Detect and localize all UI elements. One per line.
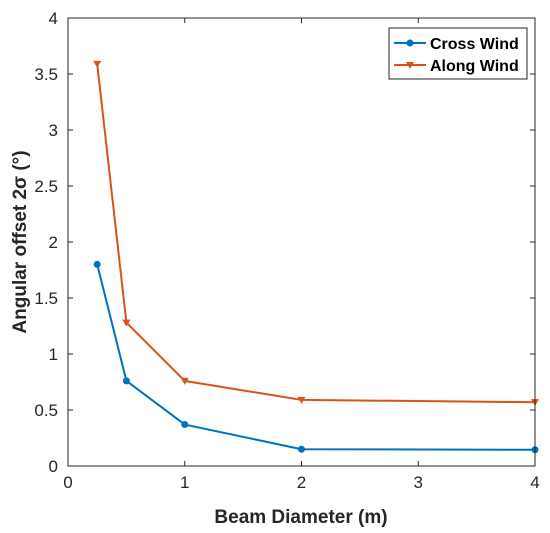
x-tick-label: 2 bbox=[297, 473, 306, 492]
y-tick-label: 2.5 bbox=[34, 177, 58, 196]
legend-box bbox=[388, 27, 528, 80]
data-point-cross-wind bbox=[181, 421, 189, 429]
data-point-cross-wind bbox=[122, 377, 130, 385]
x-tick-label: 3 bbox=[414, 473, 423, 492]
y-tick-label: 3.5 bbox=[34, 65, 58, 84]
data-point-cross-wind bbox=[93, 260, 101, 268]
y-axis-label: Angular offset 2σ (°) bbox=[10, 150, 31, 333]
y-tick-label: 1 bbox=[49, 345, 58, 364]
y-tick-label: 0.5 bbox=[34, 401, 58, 420]
legend: Cross Wind Along Wind bbox=[388, 27, 528, 80]
ticks-layer: 0 1 2 3 4 0 0.5 1 1.5 2 2.5 3 3.5 4 bbox=[34, 9, 539, 492]
y-tick-label: 4 bbox=[49, 9, 58, 28]
y-tick-label: 1.5 bbox=[34, 289, 58, 308]
legend-marker-along-wind bbox=[406, 62, 414, 69]
plot-area bbox=[68, 18, 535, 466]
legend-marker-cross-wind bbox=[406, 39, 414, 47]
y-tick-label: 2 bbox=[49, 233, 58, 252]
data-point-along-wind bbox=[93, 60, 102, 68]
x-tick-label: 1 bbox=[180, 473, 189, 492]
y-tick-label: 3 bbox=[49, 121, 58, 140]
data-point-cross-wind bbox=[298, 445, 305, 453]
data-point-along-wind bbox=[180, 377, 189, 385]
legend-label-cross-wind: Cross Wind bbox=[430, 36, 519, 53]
y-tick-label: 0 bbox=[49, 457, 58, 476]
x-tick-label: 0 bbox=[63, 473, 72, 492]
data-point-along-wind bbox=[297, 396, 306, 404]
x-tick-label: 4 bbox=[530, 473, 539, 492]
data-point-along-wind bbox=[122, 319, 131, 327]
legend-label-along-wind: Along Wind bbox=[430, 58, 519, 75]
series-layer bbox=[93, 60, 539, 454]
x-axis-label: Beam Diameter (m) bbox=[214, 507, 387, 528]
